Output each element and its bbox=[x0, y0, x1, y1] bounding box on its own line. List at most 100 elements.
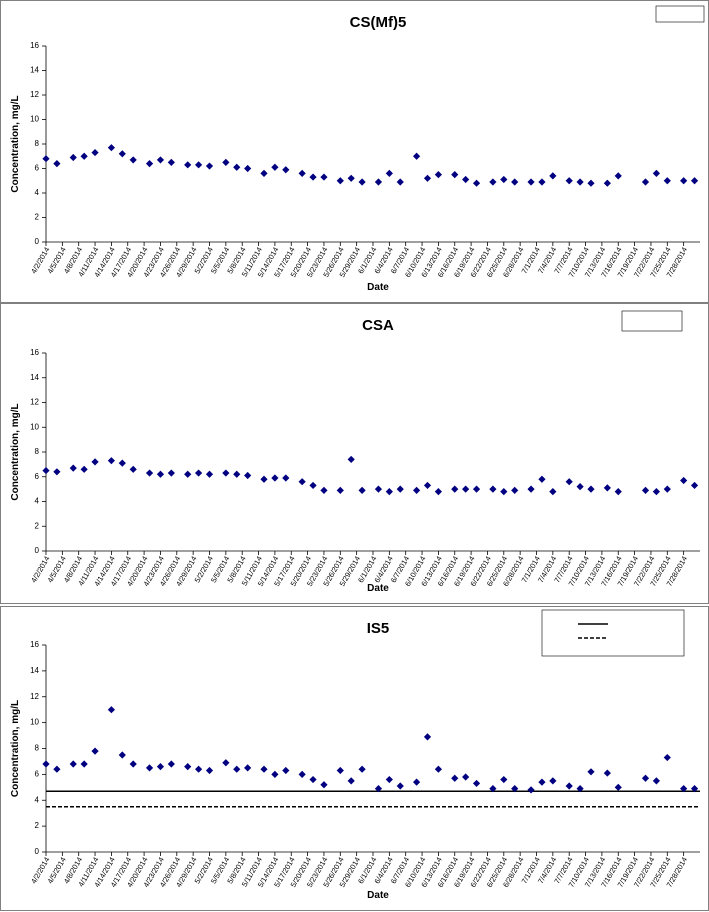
data-point bbox=[587, 179, 595, 187]
legend-box bbox=[655, 5, 705, 23]
data-point bbox=[91, 747, 99, 755]
y-tick-label: 12 bbox=[30, 90, 39, 99]
data-point bbox=[587, 485, 595, 493]
y-tick-label: 4 bbox=[35, 188, 40, 197]
data-point bbox=[680, 476, 688, 485]
data-point bbox=[472, 485, 481, 493]
y-axis-label: Concentration, mg/L bbox=[10, 700, 21, 797]
data-point bbox=[271, 474, 279, 482]
legend-box bbox=[541, 609, 685, 657]
y-tick-label: 10 bbox=[30, 422, 39, 431]
data-point bbox=[489, 485, 497, 493]
data-point bbox=[652, 169, 660, 177]
data-point bbox=[145, 160, 154, 168]
data-point bbox=[53, 765, 61, 773]
data-point bbox=[576, 178, 584, 186]
y-tick-label: 6 bbox=[35, 769, 40, 778]
data-point bbox=[472, 179, 481, 187]
data-point bbox=[358, 486, 366, 494]
data-point bbox=[538, 178, 546, 186]
data-point bbox=[527, 786, 535, 794]
y-tick-label: 10 bbox=[30, 718, 39, 727]
data-point bbox=[195, 469, 203, 477]
data-point bbox=[107, 144, 115, 152]
data-point bbox=[663, 753, 671, 762]
data-point bbox=[184, 470, 192, 478]
data-point bbox=[511, 486, 519, 494]
data-point bbox=[614, 172, 622, 180]
data-point bbox=[309, 481, 317, 490]
data-point bbox=[298, 478, 306, 486]
data-point bbox=[549, 777, 557, 785]
data-point bbox=[396, 782, 404, 790]
data-point bbox=[500, 175, 508, 184]
data-point bbox=[347, 174, 355, 182]
data-point bbox=[309, 775, 317, 784]
data-point bbox=[396, 485, 404, 493]
data-point bbox=[489, 785, 497, 793]
data-point bbox=[118, 751, 126, 759]
data-point bbox=[472, 779, 481, 788]
data-point bbox=[233, 470, 241, 478]
data-point bbox=[434, 765, 442, 773]
data-point bbox=[156, 470, 165, 478]
data-point bbox=[641, 774, 650, 782]
data-point bbox=[205, 162, 214, 170]
data-point bbox=[184, 161, 192, 169]
data-point bbox=[42, 155, 50, 163]
data-point bbox=[129, 760, 137, 768]
data-point bbox=[413, 486, 421, 494]
chart-title: IS5 bbox=[367, 620, 390, 637]
data-point bbox=[690, 177, 699, 185]
data-point bbox=[603, 769, 611, 777]
y-tick-label: 16 bbox=[30, 348, 39, 357]
data-point bbox=[565, 177, 573, 185]
data-point bbox=[347, 777, 355, 785]
y-tick-label: 14 bbox=[30, 373, 39, 382]
y-tick-label: 6 bbox=[35, 164, 40, 173]
data-point bbox=[358, 765, 366, 773]
data-point bbox=[434, 488, 442, 496]
y-tick-label: 4 bbox=[35, 795, 40, 804]
data-point bbox=[576, 483, 584, 491]
y-tick-label: 0 bbox=[35, 237, 40, 246]
data-point bbox=[451, 485, 459, 493]
y-axis-label: Concentration, mg/L bbox=[10, 95, 21, 192]
y-tick-label: 8 bbox=[35, 744, 40, 753]
data-point bbox=[663, 177, 671, 185]
data-point bbox=[511, 785, 519, 793]
data-point bbox=[511, 178, 519, 186]
data-point bbox=[527, 485, 535, 493]
data-point bbox=[91, 458, 99, 466]
data-point bbox=[641, 486, 650, 494]
data-point bbox=[195, 161, 203, 169]
x-axis-label: Date bbox=[367, 890, 389, 901]
data-point bbox=[156, 763, 165, 771]
data-point bbox=[260, 169, 268, 177]
data-point bbox=[271, 163, 279, 171]
x-axis-label: Date bbox=[367, 583, 389, 594]
data-point bbox=[396, 178, 404, 186]
data-point bbox=[538, 475, 546, 483]
data-point bbox=[576, 785, 584, 793]
y-tick-label: 8 bbox=[35, 139, 40, 148]
y-tick-label: 12 bbox=[30, 692, 39, 701]
data-point bbox=[129, 465, 137, 473]
y-tick-label: 2 bbox=[35, 521, 40, 530]
data-point bbox=[167, 469, 175, 477]
data-point bbox=[42, 466, 50, 475]
data-point bbox=[336, 486, 344, 494]
data-point bbox=[260, 765, 268, 773]
data-point bbox=[298, 770, 306, 778]
data-point bbox=[69, 153, 77, 162]
data-point bbox=[69, 760, 77, 768]
data-point bbox=[374, 178, 383, 186]
data-point bbox=[118, 459, 126, 467]
data-point bbox=[347, 455, 355, 464]
data-point bbox=[320, 781, 328, 789]
data-point bbox=[195, 765, 203, 773]
data-point bbox=[538, 778, 546, 786]
y-tick-label: 16 bbox=[30, 41, 39, 50]
chart-title: CS(Mf)5 bbox=[350, 14, 407, 31]
